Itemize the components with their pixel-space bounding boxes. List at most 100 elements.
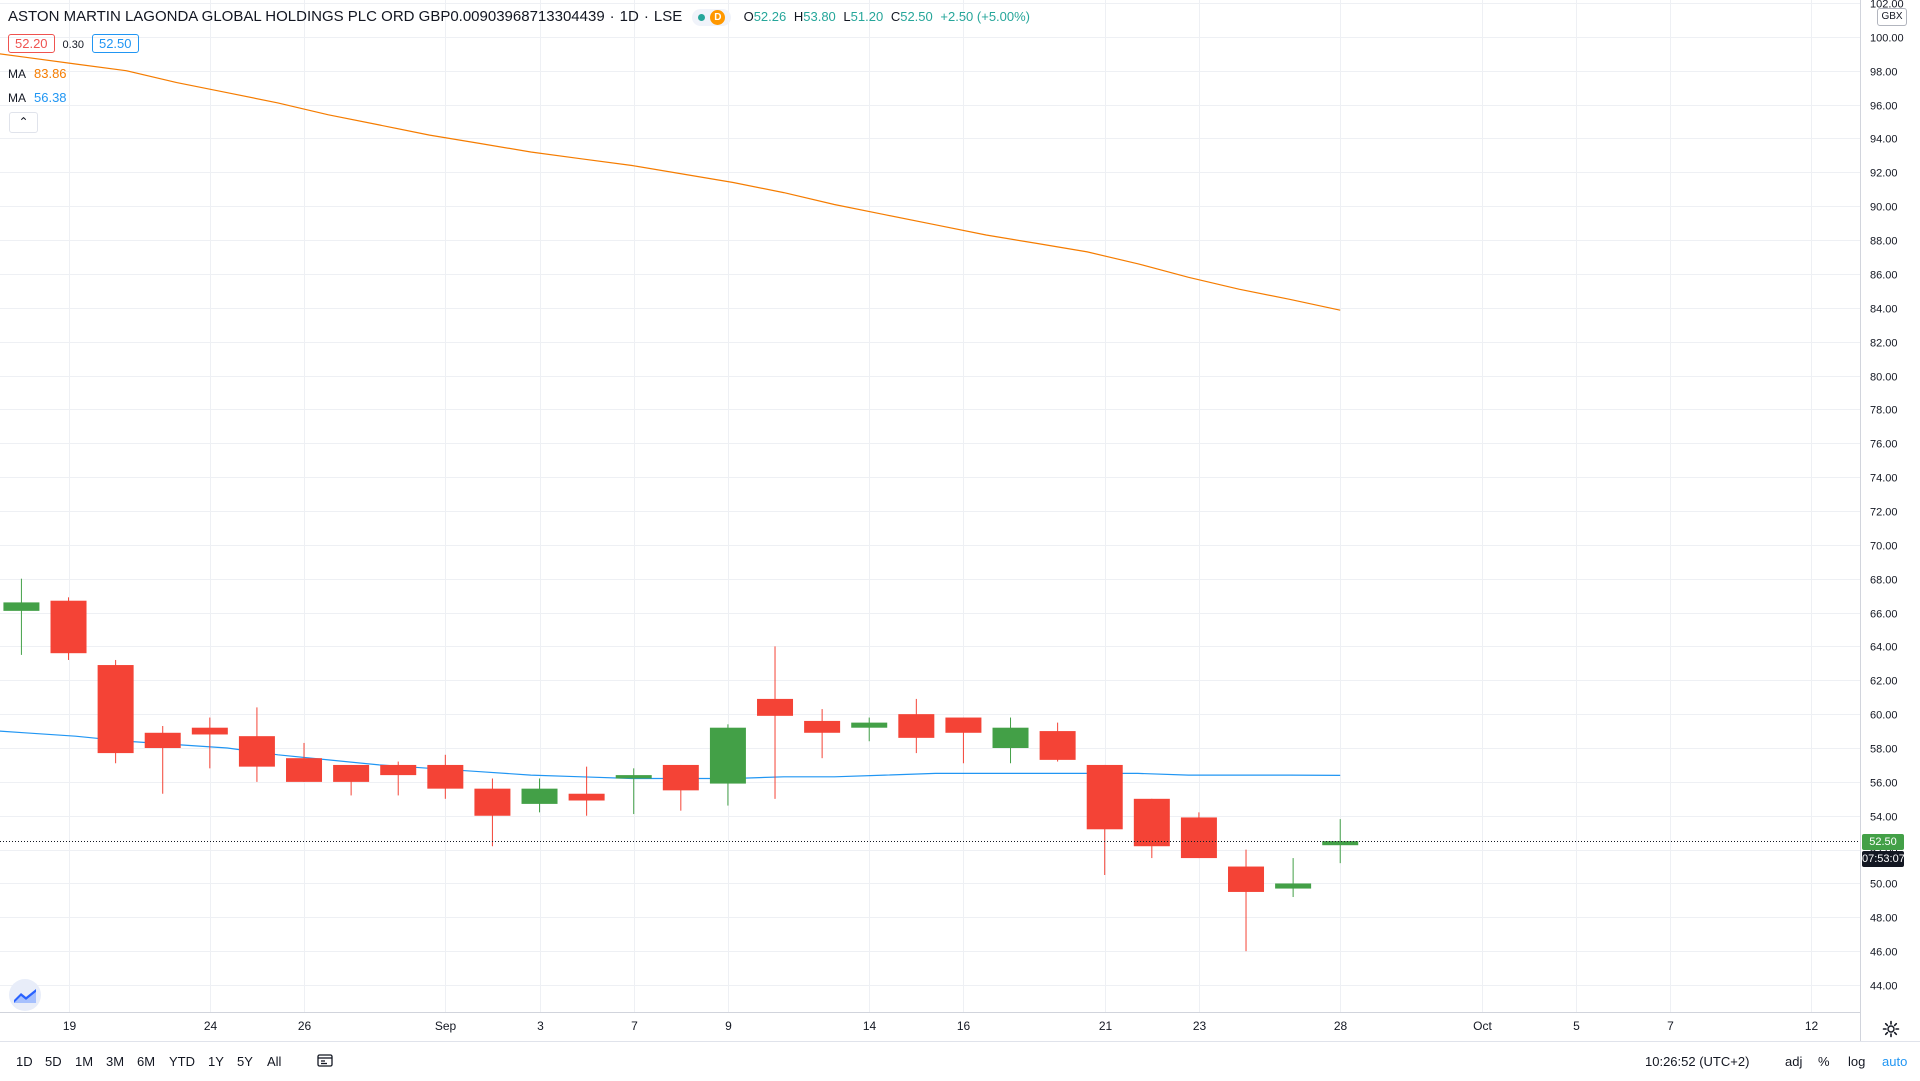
price-tick-label: 74.00 bbox=[1870, 473, 1898, 485]
ma-legend-short[interactable]: MA 56.38 bbox=[8, 90, 67, 105]
candle-down bbox=[945, 717, 982, 733]
candle-down bbox=[1180, 817, 1217, 859]
price-tick-label: 88.00 bbox=[1870, 236, 1898, 248]
candle-down bbox=[238, 736, 275, 767]
price-tick-label: 90.00 bbox=[1870, 202, 1898, 214]
time-tick-label: 28 bbox=[1334, 1019, 1348, 1033]
time-tick-label: 23 bbox=[1193, 1019, 1207, 1033]
candle-down bbox=[757, 698, 794, 716]
range-1m-button[interactable]: 1M bbox=[75, 1054, 94, 1069]
candle-down bbox=[333, 764, 370, 782]
percent-scale-toggle[interactable]: % bbox=[1818, 1054, 1830, 1069]
candle-down bbox=[427, 764, 464, 789]
candle-up bbox=[851, 722, 888, 728]
ma-value: 56.38 bbox=[34, 90, 67, 105]
candle-down bbox=[804, 720, 841, 733]
range-5d-button[interactable]: 5D bbox=[45, 1054, 62, 1069]
open-value: 52.26 bbox=[753, 9, 787, 24]
candle-up bbox=[615, 775, 652, 779]
ma-label: MA bbox=[8, 67, 26, 81]
candle-up bbox=[1275, 883, 1312, 889]
candle-down bbox=[898, 714, 935, 738]
time-tick-label: 16 bbox=[957, 1019, 971, 1033]
currency-label[interactable]: GBX bbox=[1877, 8, 1907, 26]
calendar-range-icon[interactable] bbox=[316, 1051, 334, 1069]
low-value: 51.20 bbox=[850, 9, 884, 24]
delayed-data-icon: D bbox=[710, 9, 726, 25]
candle-down bbox=[380, 764, 417, 776]
candle-down bbox=[1039, 731, 1076, 760]
range-3m-button[interactable]: 3M bbox=[106, 1054, 125, 1069]
symbol-legend: ASTON MARTIN LAGONDA GLOBAL HOLDINGS PLC… bbox=[8, 8, 1034, 26]
time-tick-label: 12 bbox=[1805, 1019, 1819, 1033]
time-tick-label: 26 bbox=[298, 1019, 312, 1033]
price-tick-label: 62.00 bbox=[1870, 676, 1898, 688]
last-price-label: 52.50 bbox=[1862, 833, 1904, 850]
candle-down bbox=[474, 788, 511, 816]
range-1d-button[interactable]: 1D bbox=[16, 1054, 33, 1069]
high-label: H bbox=[793, 9, 804, 24]
bottom-toolbar: 1D 5D 1M 3M 6M YTD 1Y 5Y All 10:26:52 (U… bbox=[0, 1041, 1920, 1081]
ma-label: MA bbox=[8, 91, 26, 105]
separator: · bbox=[643, 8, 649, 25]
log-scale-toggle[interactable]: log bbox=[1848, 1054, 1866, 1069]
buy-price-button[interactable]: 52.50 bbox=[91, 34, 139, 53]
moving-averages bbox=[0, 53, 1341, 780]
price-tick-label: 46.00 bbox=[1870, 947, 1898, 959]
adjust-data-toggle[interactable]: adj bbox=[1785, 1054, 1803, 1069]
interval-label[interactable]: 1D bbox=[619, 8, 639, 25]
time-tick-label: 7 bbox=[1667, 1019, 1674, 1033]
quote-legend: 52.20 0.30 52.50 bbox=[8, 34, 139, 53]
time-tick-label: 19 bbox=[63, 1019, 77, 1033]
range-5y-button[interactable]: 5Y bbox=[237, 1054, 253, 1069]
candle-up bbox=[709, 727, 746, 784]
price-tick-label: 44.00 bbox=[1870, 981, 1898, 993]
sell-price-button[interactable]: 52.20 bbox=[8, 34, 55, 53]
tradingview-logo[interactable] bbox=[9, 979, 41, 1011]
clock-time[interactable]: 10:26:52 (UTC+2) bbox=[1645, 1054, 1750, 1069]
price-tick-label: 82.00 bbox=[1870, 338, 1898, 350]
candle-up bbox=[1322, 841, 1359, 846]
price-tick-label: 98.00 bbox=[1870, 67, 1898, 79]
time-tick-label: Sep bbox=[435, 1019, 457, 1033]
exchange-label: LSE bbox=[653, 8, 683, 25]
range-1y-button[interactable]: 1Y bbox=[208, 1054, 224, 1069]
candle-up bbox=[992, 727, 1029, 749]
price-tick-label: 100.00 bbox=[1870, 33, 1904, 45]
grid bbox=[0, 0, 1860, 1012]
price-tick-label: 102.00 bbox=[1870, 0, 1904, 11]
market-open-dot-icon bbox=[698, 13, 706, 21]
range-ytd-button[interactable]: YTD bbox=[169, 1054, 195, 1069]
ma-value: 83.86 bbox=[34, 66, 67, 81]
price-chart[interactable]: 44.0046.0048.0050.0052.0054.0056.0058.00… bbox=[0, 0, 1920, 1041]
low-label: L bbox=[843, 9, 851, 24]
price-tick-label: 86.00 bbox=[1870, 270, 1898, 282]
high-value: 53.80 bbox=[803, 9, 836, 24]
settings-gear-icon[interactable] bbox=[1882, 1020, 1900, 1038]
range-6m-button[interactable]: 6M bbox=[137, 1054, 156, 1069]
candle-down bbox=[1086, 764, 1123, 830]
time-tick-label: 5 bbox=[1573, 1019, 1580, 1033]
candle-down bbox=[1228, 866, 1265, 892]
time-axis[interactable]: 17192426Sep3791416212328Oct5712 bbox=[0, 1019, 1819, 1033]
spread-value: 0.30 bbox=[62, 39, 84, 51]
price-tick-label: 94.00 bbox=[1870, 134, 1898, 146]
ma-legend-long[interactable]: MA 83.86 bbox=[8, 66, 67, 81]
bar-countdown-label: 07:53:07 bbox=[1862, 850, 1905, 867]
range-all-button[interactable]: All bbox=[267, 1054, 282, 1069]
price-tick-label: 70.00 bbox=[1870, 541, 1898, 553]
candle-down bbox=[1133, 798, 1170, 847]
close-value: 52.50 bbox=[900, 9, 933, 24]
price-tick-label: 80.00 bbox=[1870, 372, 1898, 384]
price-tick-label: 76.00 bbox=[1870, 439, 1898, 451]
auto-scale-toggle[interactable]: auto bbox=[1882, 1054, 1908, 1069]
price-axis[interactable]: 44.0046.0048.0050.0052.0054.0056.0058.00… bbox=[1870, 0, 1904, 993]
candle-up bbox=[521, 788, 558, 804]
market-status-badge[interactable]: D bbox=[692, 8, 732, 26]
symbol-name[interactable]: ASTON MARTIN LAGONDA GLOBAL HOLDINGS PLC… bbox=[8, 8, 605, 25]
candle-down bbox=[50, 600, 87, 654]
candle-down bbox=[97, 665, 134, 754]
price-tick-label: 58.00 bbox=[1870, 744, 1898, 756]
time-tick-label: 7 bbox=[631, 1019, 638, 1033]
collapse-legend-button[interactable]: ⌃ bbox=[9, 112, 38, 133]
